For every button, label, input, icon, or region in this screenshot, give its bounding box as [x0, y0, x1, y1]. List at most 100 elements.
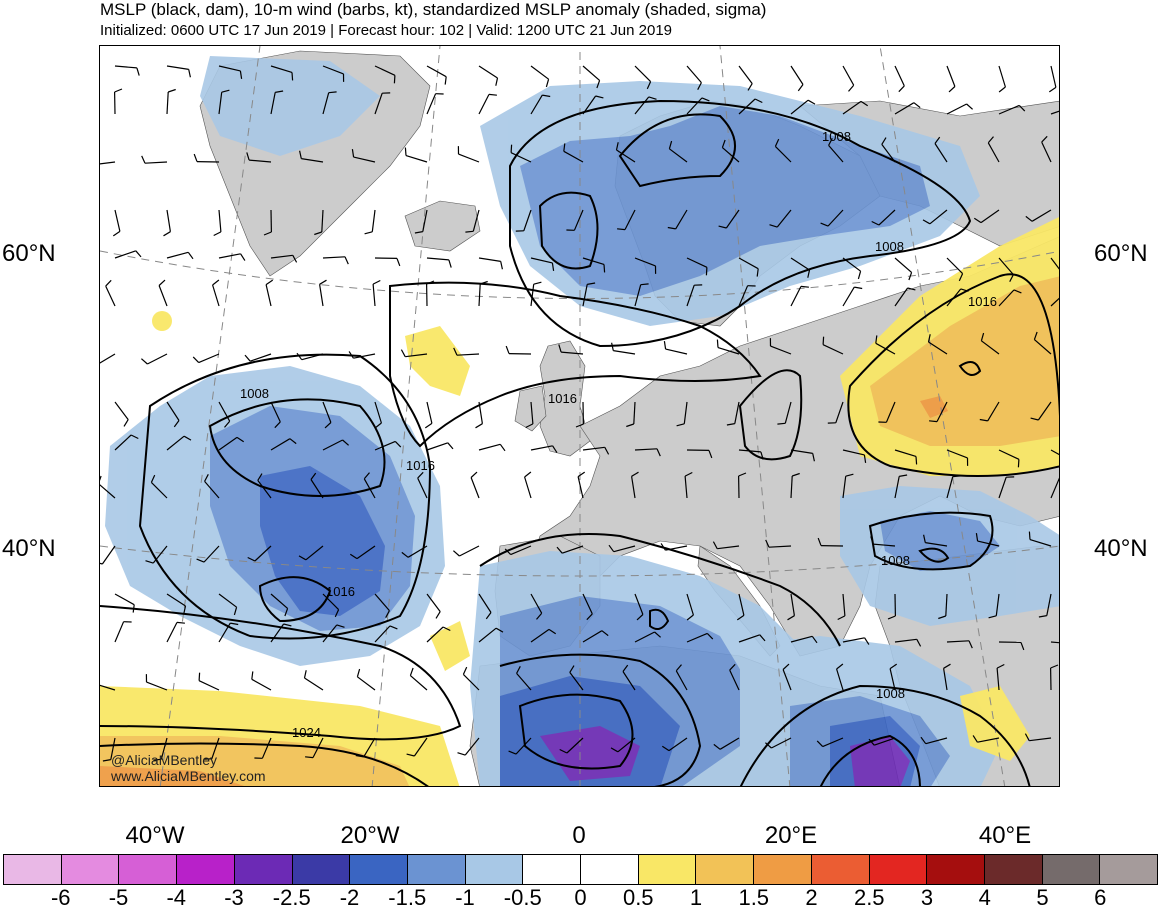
wind-barb — [894, 638, 917, 643]
wind-barb — [790, 257, 810, 271]
colorbar-tick-label: 4 — [978, 885, 991, 910]
wind-barb — [946, 257, 964, 275]
wind-barb-flag — [631, 471, 639, 477]
colorbar-tick-label: -6 — [50, 885, 71, 910]
wind-barb — [211, 737, 220, 759]
wind-barb-flag — [622, 664, 629, 672]
wind-barb-flag — [1020, 642, 1025, 651]
lat-label-40n-right: 40°N — [1094, 535, 1148, 562]
wind-barb-flag — [1028, 531, 1031, 540]
wind-barb-flag — [718, 225, 727, 229]
wind-barb — [322, 65, 344, 75]
wind-barb — [462, 673, 480, 691]
wind-barb — [738, 593, 745, 616]
wind-barb — [582, 630, 603, 643]
wind-barb-flag — [898, 85, 905, 93]
wind-barb-flag — [291, 72, 294, 81]
wind-barb — [725, 209, 740, 229]
wind-barb — [322, 256, 346, 259]
wind-barb-flag — [636, 614, 644, 621]
contour-label: 1008 — [822, 129, 851, 144]
wind-barb — [894, 476, 900, 499]
wind-barb-flag — [475, 423, 483, 429]
wind-barb-flag — [462, 666, 468, 675]
wind-barb — [1050, 641, 1059, 644]
wind-barb-flag — [811, 635, 818, 644]
wind-barb — [100, 161, 116, 165]
mslp-contours — [100, 99, 1059, 786]
wind-barb-flag — [435, 611, 441, 619]
wind-barb — [218, 436, 238, 451]
wind-barb — [166, 401, 180, 421]
russia-high-mid — [870, 276, 1059, 446]
wind-barb — [668, 737, 688, 752]
wind-barb — [530, 257, 553, 264]
plot-title: MSLP (black, dam), 10-m wind (barbs, kt)… — [100, 0, 767, 19]
colorbar-tick-label: -0.5 — [503, 885, 542, 910]
wind-barb — [114, 621, 125, 643]
wind-barb-flag — [533, 281, 542, 285]
wind-barb-flag — [996, 663, 1005, 669]
wind-barb-flag — [729, 663, 736, 671]
wind-barb-flag — [442, 626, 451, 632]
wind-barb — [665, 545, 688, 551]
wind-barb — [478, 401, 483, 424]
wind-barb — [842, 257, 861, 272]
wind-barb — [613, 545, 636, 553]
wind-barb — [894, 449, 917, 457]
wind-barb-flag — [713, 743, 721, 750]
wind-barb-flag — [401, 551, 409, 558]
wind-barb — [998, 289, 1015, 307]
wind-barb-flag — [283, 623, 292, 627]
wind-barb — [582, 593, 593, 615]
wind-barb-flag — [213, 231, 222, 237]
wind-barb-flag — [100, 562, 103, 565]
wind-barb — [925, 737, 948, 745]
wind-barb — [160, 737, 168, 760]
wind-barb — [634, 65, 652, 83]
wind-barb-flag — [374, 422, 382, 429]
wind-barb-flag — [284, 608, 289, 617]
wind-barb — [166, 91, 169, 115]
contour-label: 1008 — [875, 239, 904, 254]
wind-barb-flag — [305, 756, 314, 759]
colorbar-swatch — [234, 855, 293, 884]
wind-barb-flag — [516, 666, 521, 674]
contour-atlantic-1016 — [138, 353, 432, 640]
wind-barb — [426, 401, 433, 424]
wind-barb — [319, 284, 324, 307]
wind-barb — [616, 149, 636, 163]
wind-barb-flag — [556, 546, 563, 554]
wind-barb-flag — [275, 90, 284, 93]
wind-barb — [613, 350, 636, 355]
atlantic-low-core — [260, 466, 385, 616]
wind-barb-flag — [601, 630, 609, 637]
wind-barb-flag — [1009, 274, 1014, 282]
wind-barb-flag — [929, 420, 938, 423]
wind-barb-flag — [363, 472, 370, 480]
wind-barb — [995, 593, 1000, 616]
wind-barb-flag — [787, 615, 795, 621]
wind-barb — [515, 737, 532, 755]
wind-barb-flag — [604, 447, 610, 455]
wind-barb — [998, 477, 1007, 499]
wind-barb — [998, 65, 1006, 88]
wind-barb-flag — [1030, 417, 1039, 421]
wind-barb — [617, 737, 636, 753]
wind-barb-flag — [646, 81, 652, 90]
wind-barb — [152, 545, 168, 564]
wind-barb-flag — [1018, 104, 1026, 112]
wind-barb — [934, 143, 948, 163]
wind-barb — [301, 158, 324, 163]
wind-barb-flag — [661, 745, 670, 752]
wind-barb — [261, 737, 272, 759]
wind-barb-flag — [706, 632, 714, 640]
wind-barb — [686, 65, 702, 83]
wind-barb — [270, 623, 285, 643]
wind-barb-flag — [349, 553, 358, 560]
wind-barb-flag — [426, 280, 435, 285]
wind-barb — [885, 401, 896, 423]
wind-barb — [218, 253, 241, 259]
wind-barb-flag — [424, 422, 433, 429]
wind-barb — [158, 285, 168, 307]
